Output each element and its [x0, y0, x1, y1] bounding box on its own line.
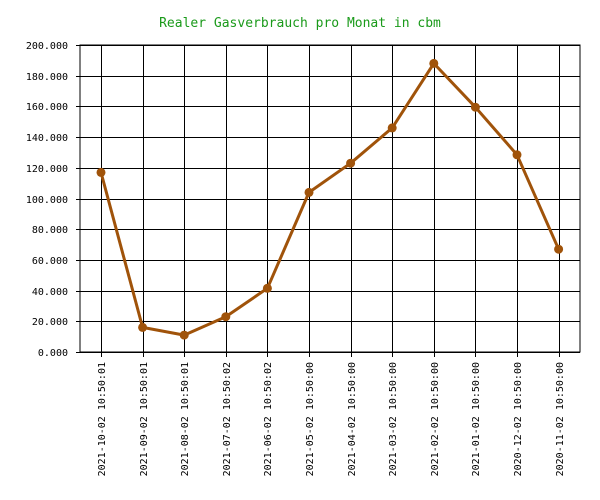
x-tick-label: 2021-03-02 10:50:00: [388, 362, 399, 476]
x-tick-label: 2021-09-02 10:50:01: [139, 362, 150, 476]
y-tick-label: 140.000: [26, 133, 68, 144]
x-tick-label: 2020-12-02 10:50:00: [513, 362, 524, 476]
x-tick-label: 2021-01-02 10:50:00: [471, 362, 482, 476]
x-tick-label: 2021-04-02 10:50:00: [347, 362, 358, 476]
data-point: [138, 322, 148, 332]
y-tick-label: 200.000: [26, 41, 68, 52]
x-tick-label: 2020-11-02 10:50:00: [555, 362, 566, 476]
data-point: [221, 312, 231, 322]
series-group: [96, 58, 564, 340]
data-point: [470, 102, 480, 112]
series-line: [99, 61, 560, 337]
y-tick-label: 0.000: [38, 348, 68, 359]
y-tick-label: 100.000: [26, 195, 68, 206]
y-tick-label: 120.000: [26, 164, 68, 175]
data-point: [554, 244, 564, 254]
data-point: [387, 123, 397, 133]
data-point: [346, 158, 356, 168]
data-point: [96, 167, 106, 177]
y-tick-label: 80.000: [32, 225, 68, 236]
x-tick-label: 2021-08-02 10:50:01: [180, 362, 191, 476]
data-point: [179, 330, 189, 340]
data-point: [429, 58, 439, 68]
x-tick-label: 2021-06-02 10:50:02: [263, 362, 274, 476]
x-tick-label: 2021-05-02 10:50:00: [305, 362, 316, 476]
y-tick-label: 160.000: [26, 102, 68, 113]
plot-area: [79, 44, 581, 353]
y-tick-label: 40.000: [32, 287, 68, 298]
y-axis: 0.000 20.000 40.000 60.000 80.000 100.000 120.…: [26, 41, 80, 359]
x-tick-label: 2021-07-02 10:50:02: [222, 362, 233, 476]
data-point: [262, 283, 272, 293]
chart-title: Realer Gasverbrauch pro Monat in cbm: [159, 16, 441, 31]
grid-lines: [80, 45, 580, 353]
y-tick-label: 20.000: [32, 317, 68, 328]
data-point: [304, 187, 314, 197]
y-tick-label: 180.000: [26, 72, 68, 83]
x-axis: 2021-10-02 10:50:01 2021-09-02 10:50:01 20…: [97, 352, 566, 476]
x-tick-label: 2021-10-02 10:50:01: [97, 362, 108, 476]
data-point: [512, 150, 522, 160]
x-tick-label: 2021-02-02 10:50:00: [430, 362, 441, 476]
y-tick-label: 60.000: [32, 256, 68, 267]
